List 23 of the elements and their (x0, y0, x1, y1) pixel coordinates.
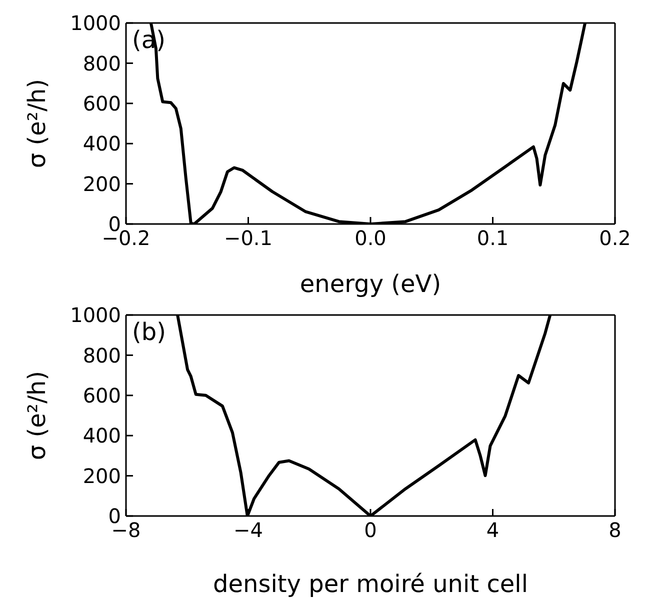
y-tick-label: 600 (82, 384, 121, 408)
y-tick-label: 1000 (70, 303, 121, 328)
y-tick-label: 800 (82, 51, 121, 76)
y-tick-label: 200 (82, 464, 121, 488)
y-tick-label: 800 (82, 343, 121, 368)
y-tick-label: 1000 (70, 11, 121, 36)
x-tick-label: 0 (364, 518, 377, 542)
y-axis-title: σ (e²/h) (22, 78, 51, 168)
annotation: (b) (132, 318, 166, 346)
y-tick-label: 600 (82, 92, 121, 116)
x-tick-label: 4 (486, 518, 500, 542)
y-axis-title: σ (e²/h) (22, 370, 51, 460)
x-tick-label: 0.0 (354, 226, 386, 250)
x-tick-label: 0.1 (476, 226, 509, 250)
y-tick-label: 200 (82, 172, 121, 196)
x-tick-label: −4 (234, 518, 263, 542)
y-tick-label: 400 (82, 132, 121, 156)
x-tick-label: −0.1 (224, 226, 273, 250)
y-tick-label: 400 (82, 424, 121, 448)
x-axis-title: density per moiré unit cell (212, 570, 528, 598)
x-tick-label: 8 (608, 518, 622, 542)
x-tick-label: 0.2 (599, 226, 631, 250)
x-axis-title: energy (eV) (300, 270, 442, 298)
